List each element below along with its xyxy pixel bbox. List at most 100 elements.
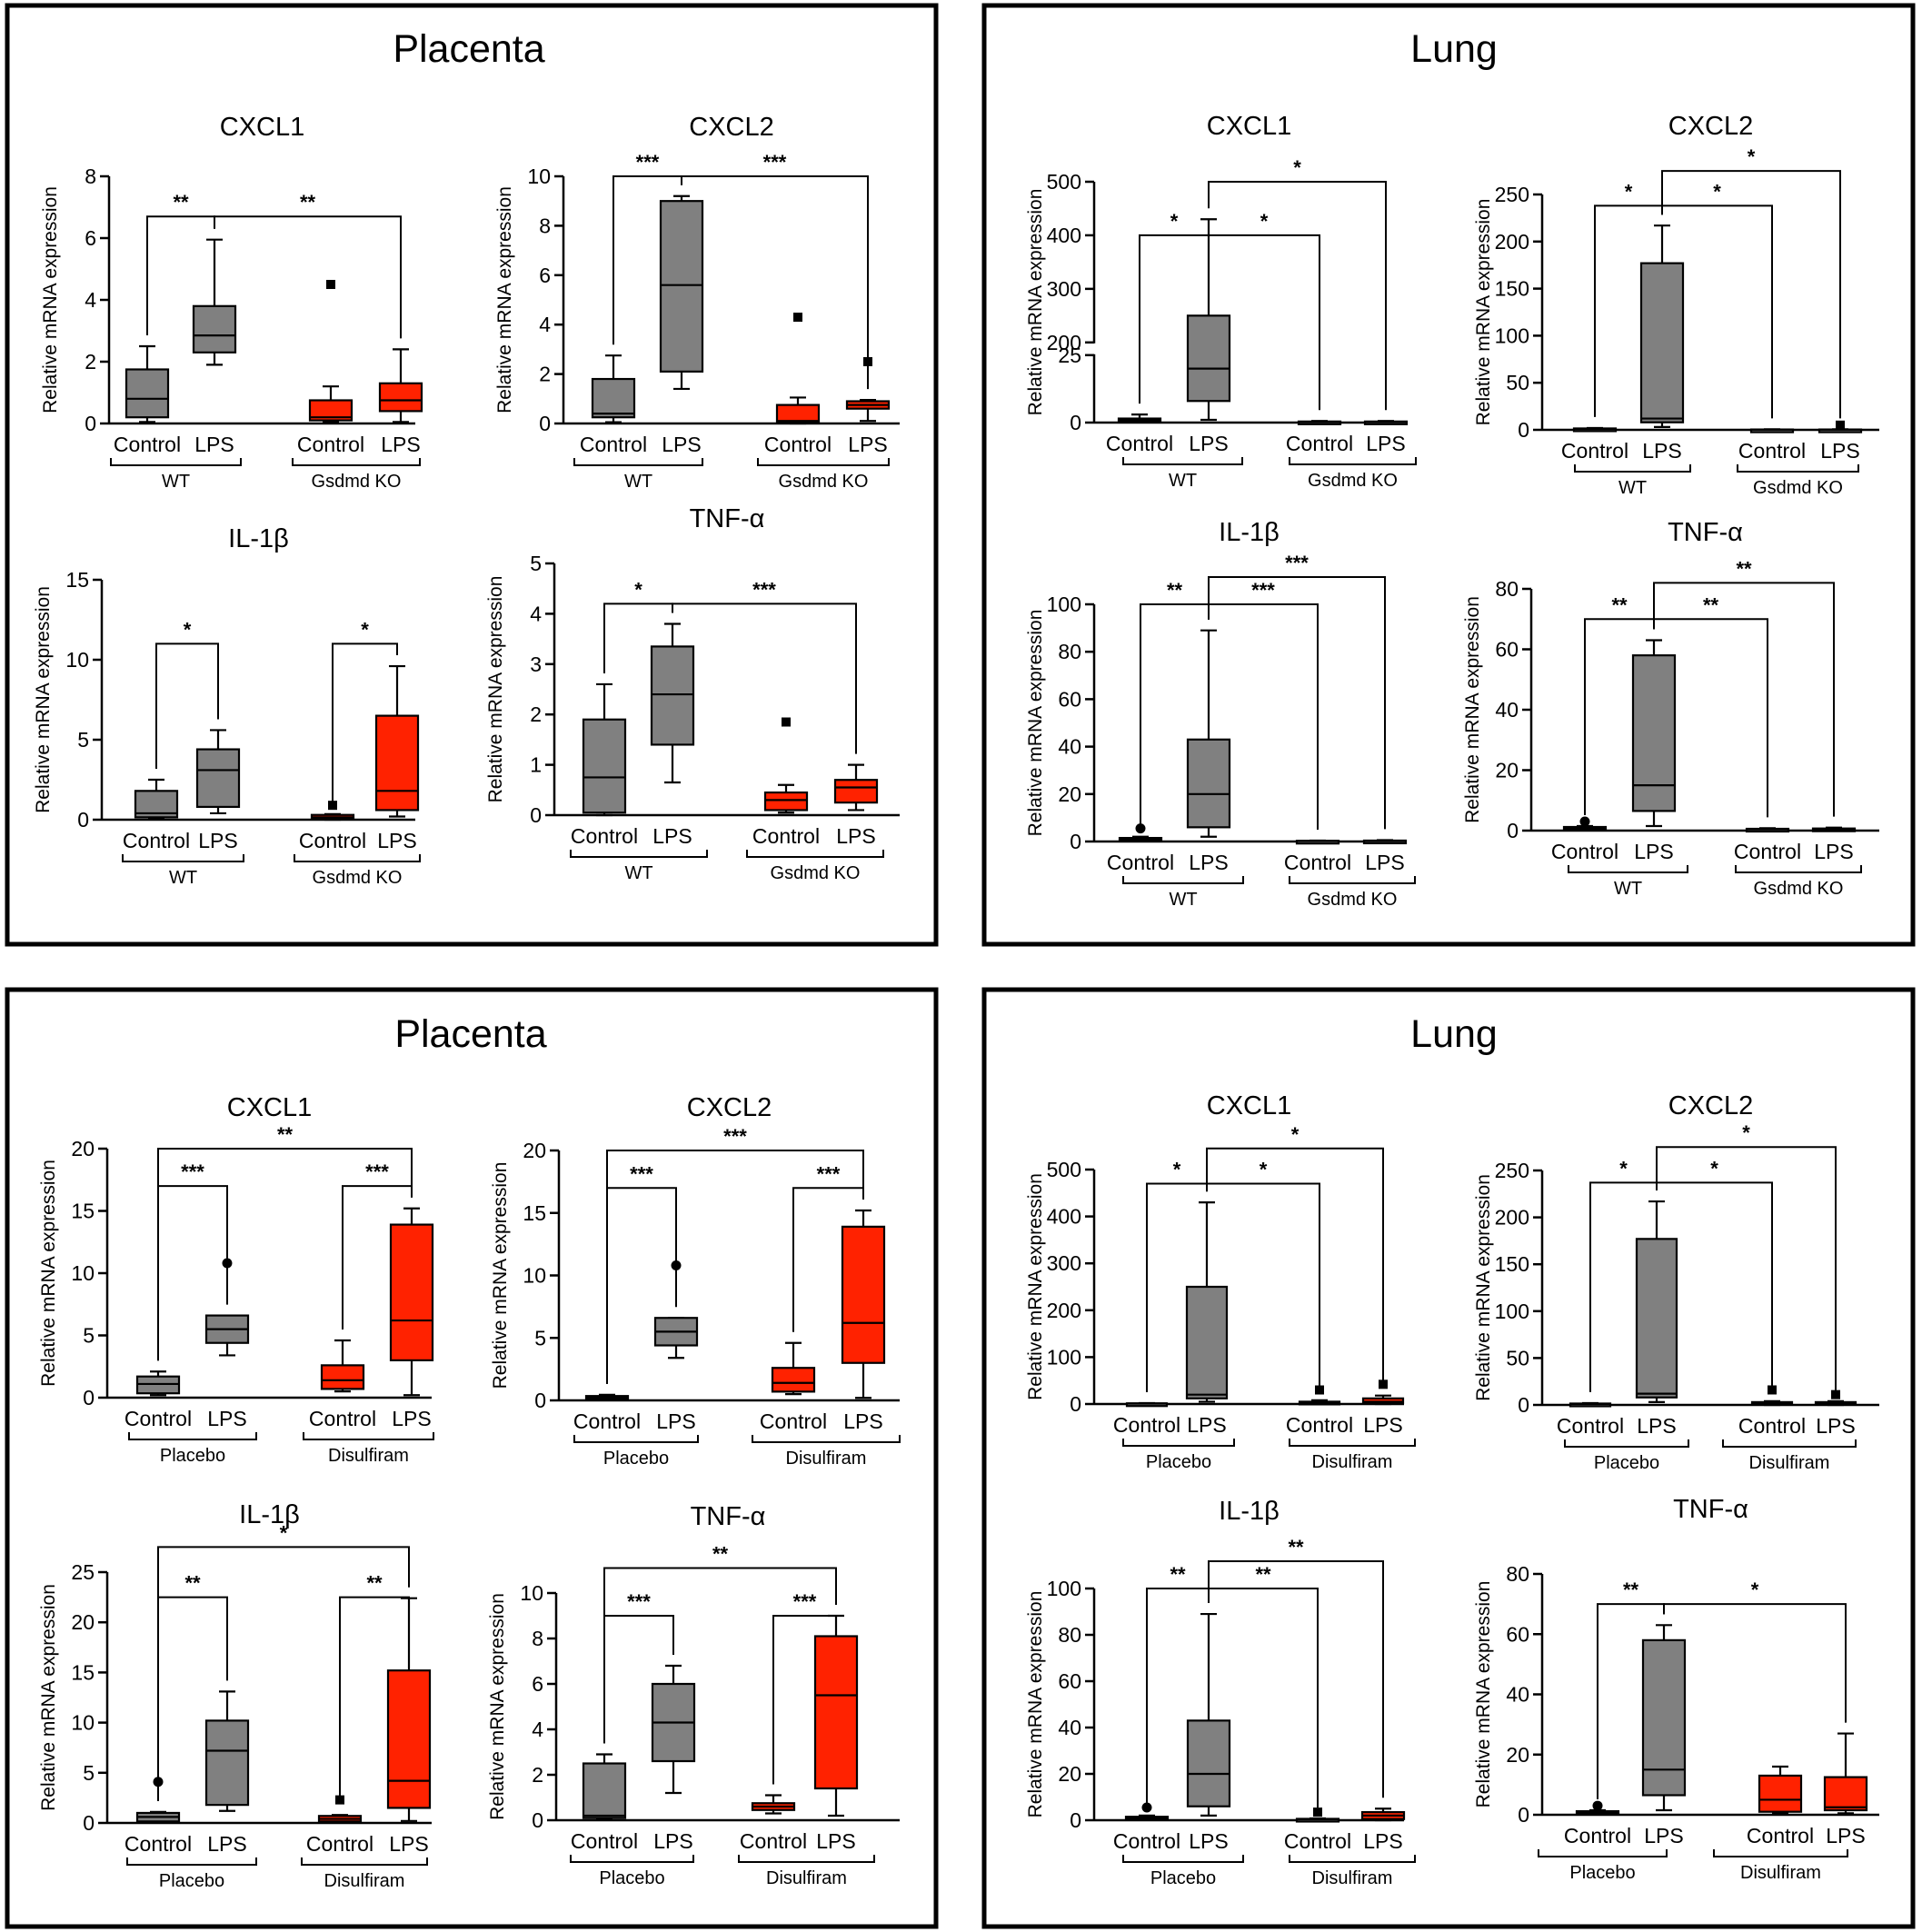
box-iqr [582,1762,627,1819]
category-label: LPS [1644,1824,1683,1847]
group-label: Placebo [1594,1453,1659,1473]
y-axis-label: Relative mRNA expression [38,1160,59,1387]
group-bracket [1538,1849,1668,1857]
category-label: LPS [1363,1413,1402,1437]
box-1 [1635,1200,1678,1404]
significance-line [157,1546,410,1801]
group-label: Gsdmd KO [1754,879,1844,899]
category-label: Control [1286,432,1353,455]
significance-bracket: *** [606,1125,864,1384]
group-label: WT [169,868,197,888]
y-tick-label: 5 [534,1326,546,1349]
significance-line [1663,1603,1847,1723]
y-tick-label: 0 [1070,1392,1081,1416]
category-label: Control [299,829,366,852]
category-label: LPS [652,824,692,848]
category-label: Control [1107,851,1174,874]
group-bracket [1737,464,1859,473]
y-tick-label: 0 [539,412,551,435]
box-iqr [1823,1776,1868,1812]
box-iqr [1186,1719,1231,1808]
significance-label: * [1291,1123,1300,1146]
y-tick-label: 5 [83,1761,95,1785]
y-tick-label: 5 [77,728,89,752]
y-tick-label: 2 [85,350,96,373]
outlier-point [1579,816,1590,827]
outlier-point [1831,1389,1840,1399]
chart-9: CXCL2 Relative mRNA expression 0 5 10 15 20 Con… [490,1093,901,1469]
y-tick-label: 200 [1047,331,1081,354]
chart-7: TNF-α Relative mRNA expression 0 20 40 60 80 Co… [1462,518,1879,899]
significance-label: * [361,618,369,641]
chart-title: IL-1β [1219,518,1280,547]
y-tick-label: 0 [83,1386,95,1409]
box-1 [204,1258,250,1357]
significance-bracket: ** [1208,1536,1384,1798]
y-tick-label: 0 [1070,1808,1081,1832]
category-label: LPS [836,824,875,848]
box-1 [650,622,695,784]
y-tick-label: 15 [71,1660,95,1684]
category-label: LPS [381,433,420,456]
chart-title: CXCL1 [220,113,305,142]
significance-label: ** [1167,579,1183,602]
y-tick-label: 5 [83,1324,95,1348]
category-label: LPS [1189,432,1228,455]
y-tick-label: 400 [1047,1205,1081,1229]
chart-title: CXCL1 [1207,1091,1292,1120]
significance-bracket: ** [1653,557,1835,817]
significance-line [1208,576,1386,830]
box-iqr [192,304,237,354]
y-tick-label: 10 [71,1261,95,1285]
significance-label: *** [793,1590,817,1613]
category-label: Control [1113,1413,1180,1437]
category-label: Control [1113,1829,1180,1853]
group-label: Gsdmd KO [312,472,402,492]
significance-label: * [1625,180,1633,203]
y-tick-label: 0 [1518,418,1529,442]
significance-label: *** [636,151,660,174]
chart-12: CXCL1 Relative mRNA expression 0 100 200 300 4… [1025,1091,1416,1472]
y-tick-label: 100 [1047,1345,1081,1369]
group-label: WT [624,472,652,492]
chart-8: CXCL1 Relative mRNA expression 0 5 10 15 20 Con… [38,1093,434,1466]
significance-line [606,1150,864,1384]
box-1 [1641,1624,1687,1812]
group-bracket [1289,1439,1416,1447]
y-tick-label: 40 [1506,1683,1529,1707]
group-label: Gsdmd KO [1753,478,1843,498]
panel-title-bottom-left: Placenta [394,1012,546,1056]
group-bracket [1713,1849,1848,1857]
box-iqr [1758,1774,1803,1813]
y-tick-label: 6 [85,226,96,250]
y-tick-label: 0 [1070,411,1081,434]
chart-3: TNF-α Relative mRNA expression 0 1 2 3 4 5 Contr… [485,504,900,883]
group-label: Gsdmd KO [779,472,869,492]
y-tick-label: 4 [539,313,551,336]
box-3 [1811,826,1857,832]
box-3 [1823,1732,1868,1815]
box-iqr [813,1635,859,1790]
box-3 [1360,1808,1406,1822]
box-2 [308,280,354,423]
box-2 [1758,1765,1803,1815]
significance-line [214,215,402,339]
outlier-point [1141,1802,1152,1813]
group-bracket [1735,865,1862,873]
y-tick-label: 10 [71,1711,95,1735]
significance-label: ** [300,191,316,214]
box-2 [310,801,355,822]
group-bracket [1568,865,1688,873]
box-iqr [841,1225,886,1364]
chart-5: CXCL2 Relative mRNA expression 0 50 100 150 20… [1473,112,1879,498]
significance-bracket: *** [606,1162,677,1384]
significance-line [672,603,857,754]
y-tick-label: 6 [532,1672,543,1696]
group-bracket [294,854,421,862]
group-label: WT [1169,471,1197,491]
box-1 [1639,224,1685,428]
category-label: LPS [656,1409,695,1433]
category-label: LPS [843,1409,882,1433]
category-label: Control [580,433,647,456]
